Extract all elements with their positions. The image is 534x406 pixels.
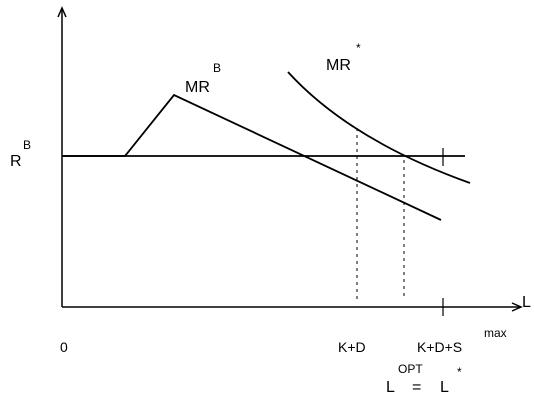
lstar-label-superscript: * [457, 365, 462, 379]
lopt-label-superscript: OPT [398, 362, 423, 376]
kds-label: K+D+S [417, 339, 462, 355]
x-axis-label: L [522, 294, 531, 311]
kd-label: K+D [338, 339, 366, 355]
y-axis-label-superscript: B [23, 138, 31, 152]
mrb-label: MR [185, 79, 210, 96]
lopt-label: L [386, 379, 395, 396]
mrb-curve [62, 93, 442, 221]
mrb-label-superscript: B [213, 61, 221, 75]
mrstar-label: MR [326, 57, 351, 74]
dotted-guides [356, 128, 405, 300]
equals-sign: = [412, 379, 421, 396]
axes [57, 6, 523, 312]
x-axis-arrowhead [511, 302, 523, 312]
mrstar-label-superscript: * [356, 41, 361, 55]
lstar-label: L [440, 379, 449, 396]
y-axis-label: R [10, 153, 22, 170]
mrstar-curve [287, 71, 471, 184]
y-axis-arrowhead [57, 6, 67, 18]
origin-label: 0 [60, 339, 68, 355]
kds-label-superscript: max [484, 326, 507, 340]
